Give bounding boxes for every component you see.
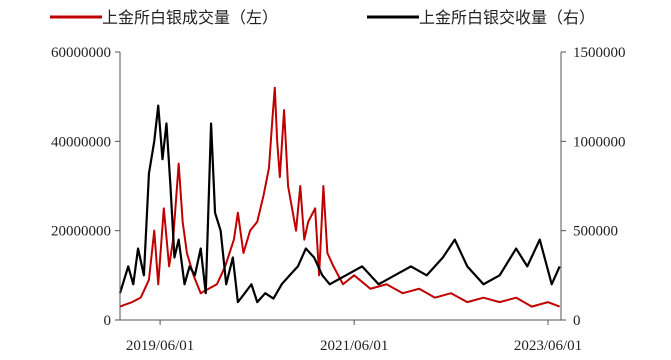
y-left-tick-label: 60000000 <box>51 45 111 61</box>
x-tick-label: 2019/06/01 <box>126 338 194 354</box>
y-left-tick-label: 40000000 <box>51 134 111 150</box>
chart-legend: 上金所白银成交量（左） 上金所白银交收量（右） <box>50 8 595 27</box>
y-right-tick-label: 1000000 <box>573 134 626 150</box>
y-right-tick-label: 500000 <box>573 224 618 240</box>
x-tick-label: 2023/06/01 <box>514 338 582 354</box>
axes <box>119 52 562 321</box>
legend-label-trading-volume: 上金所白银成交量（左） <box>102 8 278 27</box>
series-layer <box>118 86 561 308</box>
ticks: 0 20000000 40000000 60000000 0 500000 1000000 1… <box>51 45 626 354</box>
x-tick-label: 2021/06/01 <box>320 338 388 354</box>
y-left-tick-label: 0 <box>104 313 112 329</box>
y-left-tick-label: 20000000 <box>51 224 111 240</box>
series-line-trading-volume <box>119 86 561 308</box>
series-line-delivery-volume <box>118 104 561 304</box>
y-right-tick-label: 0 <box>573 313 581 329</box>
legend-label-delivery-volume: 上金所白银交收量（右） <box>419 8 595 27</box>
y-right-tick-label: 1500000 <box>573 45 626 61</box>
